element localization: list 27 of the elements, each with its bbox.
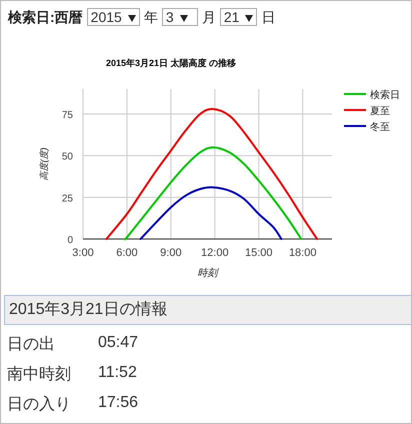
x-tick-label: 12:00 <box>201 247 229 259</box>
text: 南中時刻 <box>7 364 71 385</box>
x-tick-label: 6:00 <box>116 247 138 259</box>
legend-label: 冬至 <box>370 121 390 133</box>
text: 日 <box>261 9 276 25</box>
legend-label: 夏至 <box>370 106 390 117</box>
y-tick-label: 0 <box>67 235 74 246</box>
text: 17:56 <box>98 394 138 412</box>
x-tick-label: 3:00 <box>72 247 94 259</box>
chart-title: 2015年3月21日 太陽高度 の推移 <box>106 58 236 68</box>
x-tick-label: 15:00 <box>245 247 273 259</box>
legend-label: 検索日 <box>370 89 400 101</box>
text: 年 <box>144 9 158 25</box>
y-tick-label: 25 <box>62 193 74 204</box>
text: 11:52 <box>98 364 137 382</box>
x-axis-title: 時刻 <box>198 267 220 279</box>
x-tick-label: 9:00 <box>160 247 182 259</box>
y-tick-label: 50 <box>62 152 74 163</box>
text: 検索日:西暦 <box>8 9 83 25</box>
y-tick-label: 75 <box>62 110 74 121</box>
text: 2015年3月21日の情報 <box>4 295 412 325</box>
text: 月 <box>202 9 216 25</box>
text: 日の入り <box>7 394 71 415</box>
x-tick-label: 18:00 <box>288 247 316 259</box>
text: 日の出 <box>7 334 55 355</box>
y-axis-title: 高度(度) <box>39 148 49 180</box>
text: 05:47 <box>98 334 138 352</box>
